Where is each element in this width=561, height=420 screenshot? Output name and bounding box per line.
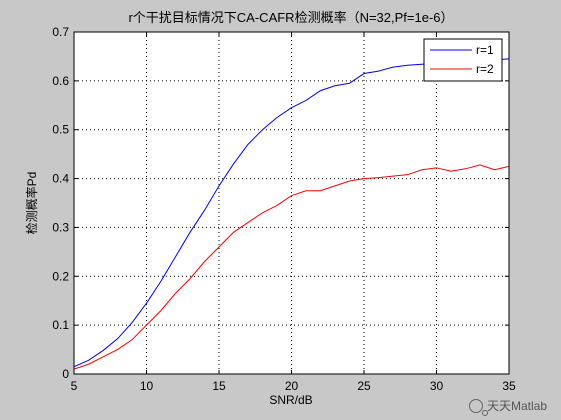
series-line-2 [73, 164, 510, 370]
x-tick-label: 35 [502, 379, 516, 393]
chart-title: r个干扰目标情况下CA-CAFR检测概率（N=32,Pf=1e-6） [128, 10, 453, 25]
x-axis-label: SNR/dB [269, 393, 312, 407]
y-tick-label: 0.5 [52, 123, 69, 137]
y-tick-label: 0.3 [52, 220, 69, 234]
y-tick-label: 0 [62, 367, 69, 381]
legend-label-1: r=1 [476, 43, 494, 57]
y-tick-label: 0.2 [52, 269, 69, 283]
y-axis-label: 检测概率Pd [24, 172, 39, 235]
legend: r=1r=2 [423, 38, 503, 82]
x-tick-label: 15 [212, 379, 226, 393]
watermark: 天天Matlab [468, 397, 547, 416]
x-tick-label: 10 [140, 379, 154, 393]
x-tick-label: 30 [430, 379, 444, 393]
legend-box [423, 38, 503, 82]
ticks: 5 10 15 20 25 30 35 0 0.1 0.2 0.3 0.4 0.5 0.6 0.7 [52, 25, 516, 393]
x-tick-label: 25 [357, 379, 371, 393]
wechat-icon [468, 398, 488, 416]
y-tick-label: 0.1 [52, 318, 69, 332]
y-tick-label: 0.7 [52, 25, 69, 39]
x-tick-label: 20 [285, 379, 299, 393]
y-tick-label: 0.4 [52, 172, 69, 186]
axes-background [74, 32, 509, 374]
watermark-text: 天天Matlab [486, 399, 547, 413]
y-tick-label: 0.6 [52, 74, 69, 88]
x-tick-label: 5 [71, 379, 78, 393]
legend-label-2: r=2 [476, 62, 494, 76]
